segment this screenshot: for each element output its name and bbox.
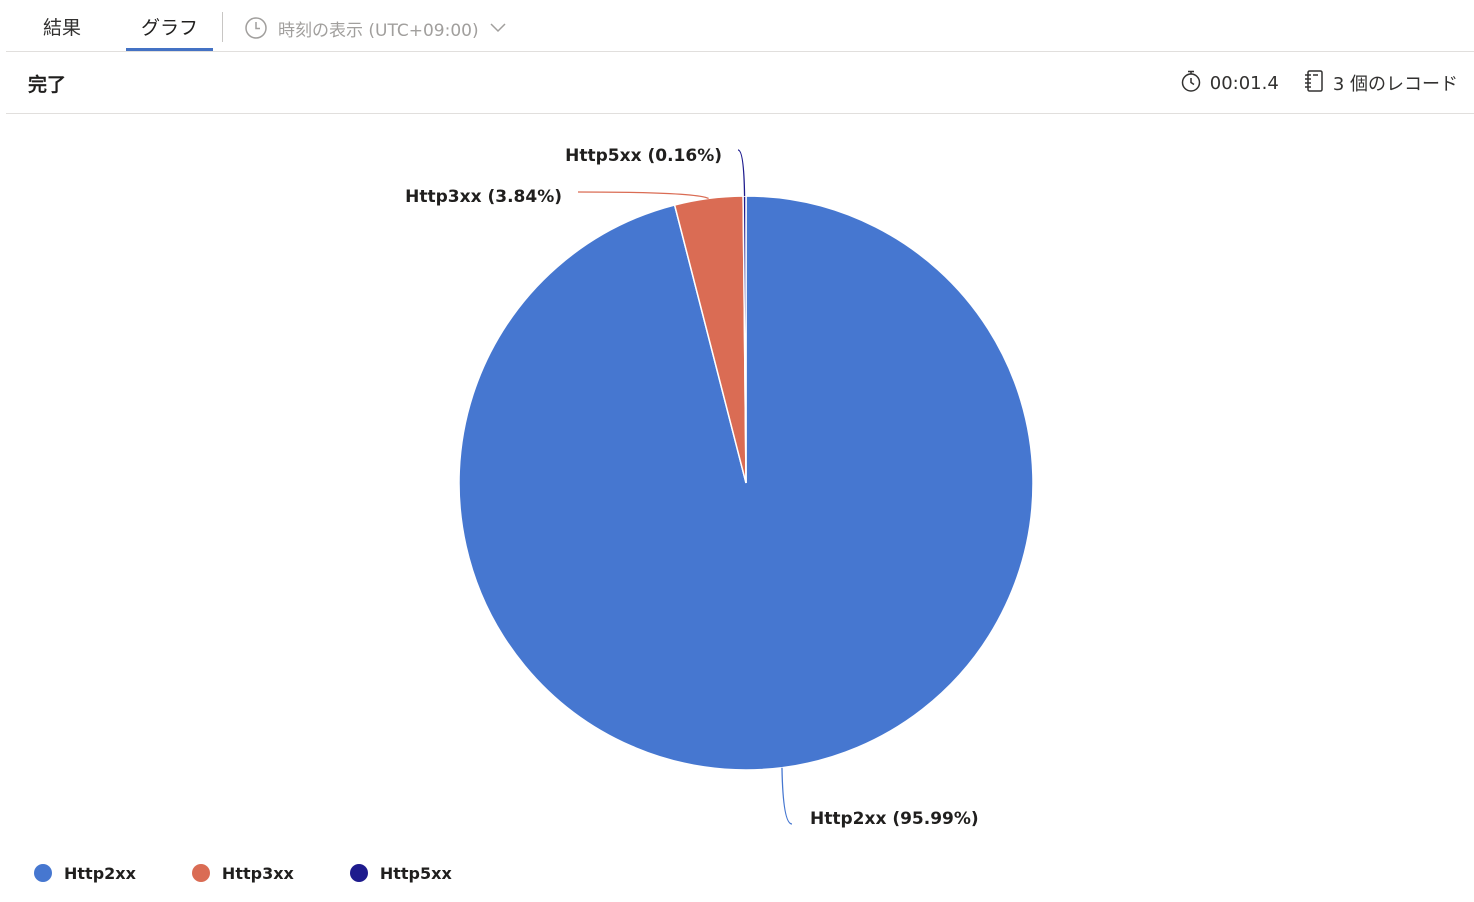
legend-label: Http5xx: [379, 863, 452, 883]
status-title: 完了: [28, 74, 67, 96]
legend-label: Http2xx: [64, 863, 136, 883]
record-count: 3 個のレコード: [1303, 69, 1458, 98]
query-stats: 00:01.4 3 個のレコード: [1180, 68, 1458, 98]
tab-divider: [222, 12, 223, 42]
legend-label: Http3xx: [221, 863, 294, 883]
elapsed-time-value: 00:01.4: [1209, 72, 1279, 94]
record-count-value: 3 個のレコード: [1332, 74, 1458, 95]
legend-swatch: [191, 864, 210, 882]
legend-item-http5xx[interactable]: Http5xx: [349, 863, 452, 883]
leader-line-http5xx: [737, 149, 746, 197]
elapsed-time: 00:01.4: [1180, 69, 1279, 98]
timezone-dropdown[interactable]: 時刻の表示 (UTC+09:00): [244, 14, 507, 42]
leader-line-http3xx: [577, 191, 709, 200]
stopwatch-icon: [1180, 69, 1202, 98]
pie-chart-svg: Http2xx (95.99%) Http3xx (3.84%) Http5xx (…: [405, 146, 1034, 829]
tab-chart-label: グラフ: [140, 17, 198, 39]
timezone-label: 時刻の表示 (UTC+09:00): [278, 20, 479, 41]
notebook-icon: [1303, 69, 1325, 98]
legend-item-http3xx[interactable]: Http3xx: [191, 863, 294, 883]
data-label-http2xx: Http2xx (95.99%): [810, 809, 979, 829]
chart-legend: Http2xx Http3xx Http5xx: [34, 860, 508, 886]
tab-chart[interactable]: グラフ: [126, 0, 213, 51]
pie-chart: Http2xx (95.99%) Http3xx (3.84%) Http5xx (…: [0, 114, 1474, 854]
clock-icon: [244, 16, 268, 40]
tab-results-label: 結果: [42, 17, 81, 39]
legend-swatch: [34, 864, 52, 882]
view-tabbar: 結果 グラフ 時刻の表示 (UTC+09:00): [6, 0, 1474, 52]
data-label-http3xx: Http3xx (3.84%): [405, 187, 562, 207]
legend-swatch: [349, 864, 368, 882]
pie-slice-http5xx[interactable]: [742, 195, 747, 484]
data-label-http5xx: Http5xx (0.16%): [565, 146, 722, 166]
active-tab-indicator: [126, 48, 213, 51]
legend-item-http2xx[interactable]: Http2xx: [34, 864, 136, 883]
chevron-down-icon: [489, 22, 507, 34]
leader-line-http2xx: [781, 767, 793, 825]
tab-results[interactable]: 結果: [28, 0, 96, 51]
query-status-bar: 完了 00:01.4 3 個のレコード: [6, 52, 1474, 114]
